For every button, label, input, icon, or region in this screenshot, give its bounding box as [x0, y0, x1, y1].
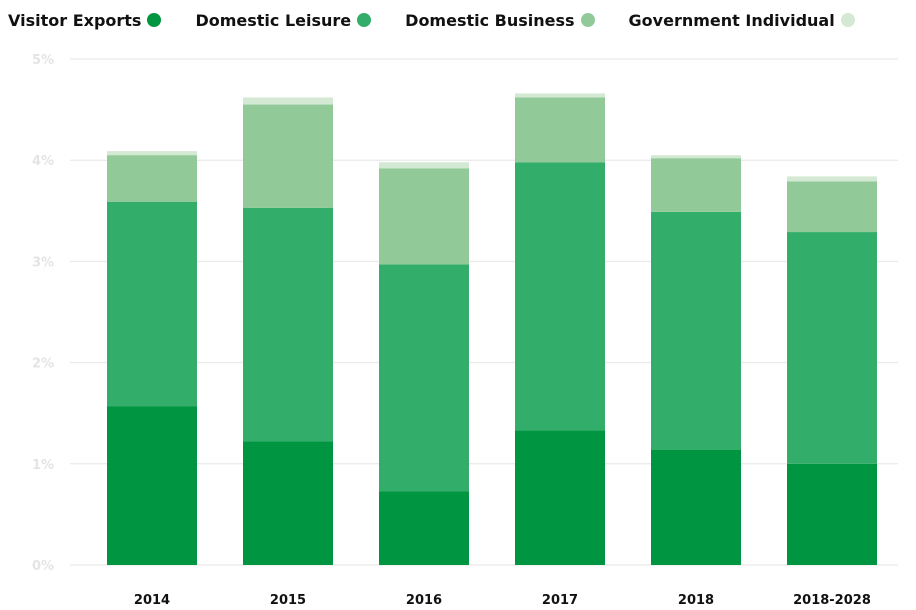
- bar-segment-domestic-leisure: [651, 211, 741, 450]
- bar-segment-government-individual: [651, 155, 741, 159]
- bar-segment-visitor-exports: [107, 406, 197, 565]
- y-tick-label: 1%: [32, 458, 54, 473]
- bar-segment-domestic-leisure: [515, 162, 605, 431]
- x-tick-label: 2017: [542, 593, 578, 608]
- bar-segment-visitor-exports: [379, 491, 469, 565]
- bar-segment-domestic-business: [379, 168, 469, 265]
- legend-swatch: [357, 13, 372, 27]
- legend-swatch: [147, 13, 162, 27]
- x-tick-label: 2015: [270, 593, 306, 608]
- legend-item-government-individual: Government Individual: [629, 11, 855, 30]
- legend-label: Visitor Exports: [8, 10, 142, 30]
- legend-label: Government Individual: [628, 10, 835, 30]
- x-tick-label: 2018-2028: [793, 593, 871, 608]
- bar-segment-visitor-exports: [243, 441, 333, 565]
- legend-swatch: [840, 13, 855, 27]
- bar-segment-domestic-business: [787, 181, 877, 233]
- legend-label: Domestic Business: [405, 10, 575, 30]
- x-tick-label: 2018: [678, 593, 714, 608]
- chart-legend: Visitor Exports Domestic Leisure Domesti…: [8, 8, 889, 32]
- y-tick-label: 5%: [32, 53, 54, 68]
- bar-segment-domestic-leisure: [379, 264, 469, 492]
- bar-segment-government-individual: [379, 162, 469, 169]
- bar-segment-domestic-leisure: [107, 201, 197, 407]
- legend-item-domestic-leisure: Domestic Leisure: [195, 10, 372, 30]
- x-tick-label: 2014: [134, 593, 170, 608]
- bar-segment-government-individual: [243, 97, 333, 105]
- y-tick-label: 0%: [32, 559, 54, 574]
- legend-label: Domestic Leisure: [195, 10, 352, 30]
- y-tick-label: 2%: [32, 357, 54, 372]
- legend-item-domestic-business: Domestic Business: [405, 10, 595, 30]
- bar-segment-domestic-business: [515, 97, 605, 163]
- bar-segment-government-individual: [515, 93, 605, 98]
- y-tick-label: 4%: [32, 154, 54, 169]
- bar-segment-visitor-exports: [515, 430, 605, 565]
- bar-segment-domestic-business: [243, 104, 333, 208]
- bar-segment-visitor-exports: [651, 449, 741, 565]
- y-tick-label: 3%: [32, 255, 54, 270]
- legend-swatch: [580, 13, 595, 27]
- bar-segment-domestic-business: [107, 155, 197, 202]
- x-tick-label: 2016: [406, 593, 442, 608]
- bar-segment-domestic-leisure: [243, 207, 333, 442]
- bar-segment-government-individual: [107, 151, 197, 156]
- bar-segment-domestic-leisure: [787, 232, 877, 464]
- bar-segment-domestic-business: [651, 158, 741, 212]
- legend-item-visitor-exports: Visitor Exports: [8, 10, 162, 30]
- bar-segment-visitor-exports: [787, 463, 877, 565]
- bar-segment-government-individual: [787, 176, 877, 182]
